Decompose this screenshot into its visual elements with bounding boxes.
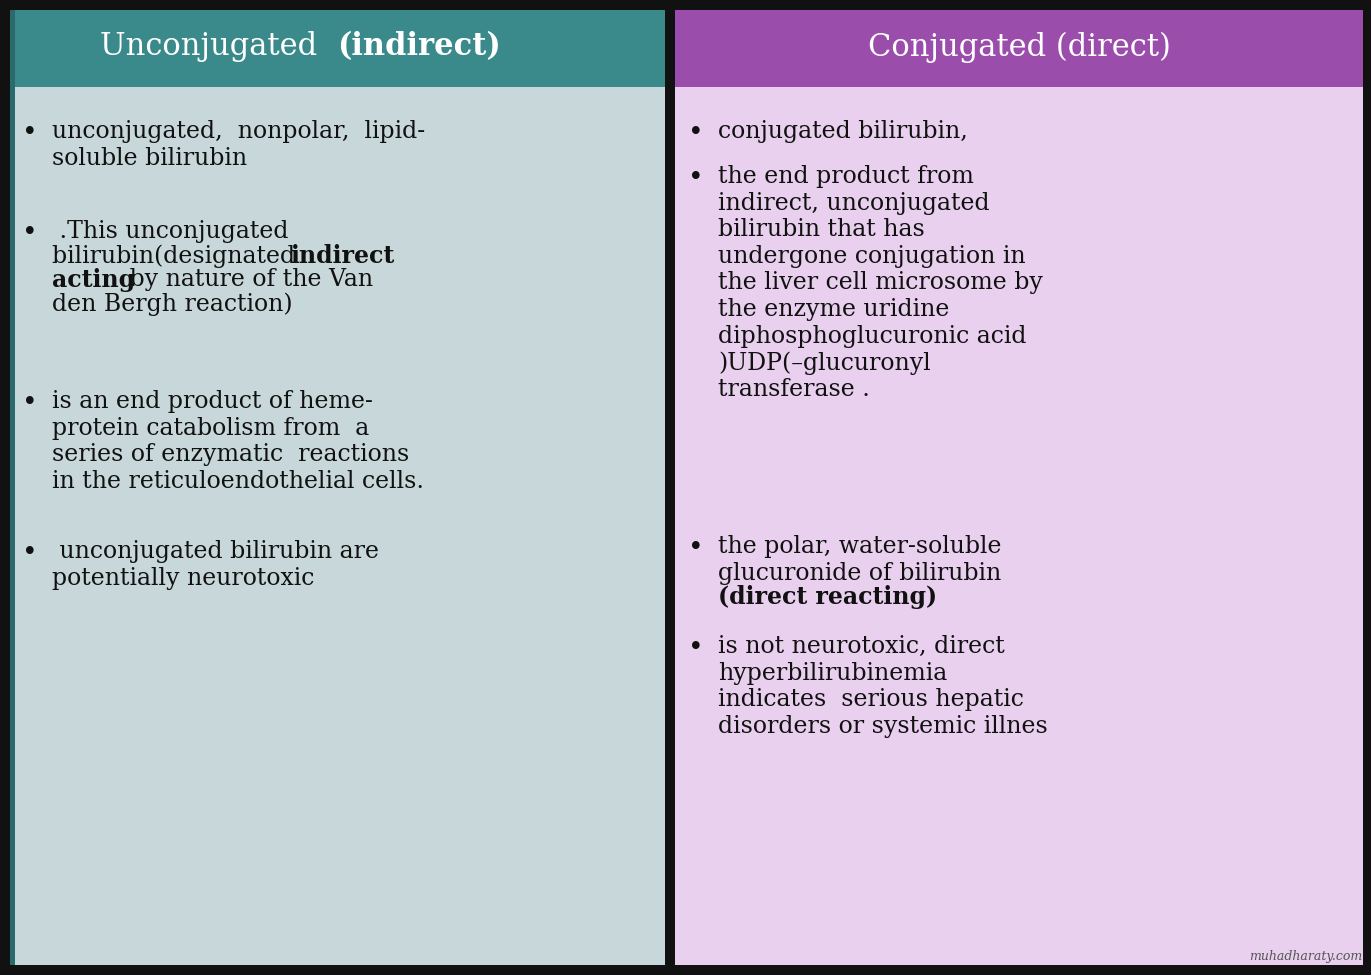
Text: Unconjugated: Unconjugated: [100, 31, 337, 62]
Text: (indirect): (indirect): [337, 31, 500, 62]
Text: •: •: [22, 390, 37, 415]
Text: •: •: [688, 120, 703, 145]
Text: .This unconjugated: .This unconjugated: [52, 220, 288, 243]
FancyBboxPatch shape: [10, 10, 665, 965]
Text: indirect: indirect: [291, 244, 395, 268]
Text: •: •: [22, 120, 37, 145]
Text: by nature of the Van: by nature of the Van: [122, 268, 373, 291]
Text: Conjugated (direct): Conjugated (direct): [868, 31, 1171, 62]
Text: unconjugated bilirubin are
potentially neurotoxic: unconjugated bilirubin are potentially n…: [52, 540, 378, 590]
Text: is an end product of heme-
protein catabolism from  a
series of enzymatic  react: is an end product of heme- protein catab…: [52, 390, 424, 492]
Text: •: •: [22, 540, 37, 565]
Text: acting: acting: [52, 268, 136, 292]
Text: •: •: [22, 220, 37, 245]
Text: the polar, water-soluble
glucuronide of bilirubin: the polar, water-soluble glucuronide of …: [718, 535, 1001, 585]
Text: bilirubin(designated: bilirubin(designated: [52, 244, 303, 267]
Text: is not neurotoxic, direct
hyperbilirubinemia
indicates  serious hepatic
disorder: is not neurotoxic, direct hyperbilirubin…: [718, 635, 1047, 738]
FancyBboxPatch shape: [675, 10, 1363, 87]
Text: den Bergh reaction): den Bergh reaction): [52, 292, 292, 316]
FancyBboxPatch shape: [675, 10, 1363, 965]
Text: unconjugated,  nonpolar,  lipid-
soluble bilirubin: unconjugated, nonpolar, lipid- soluble b…: [52, 120, 425, 170]
Text: •: •: [688, 535, 703, 560]
FancyBboxPatch shape: [10, 10, 15, 965]
Text: (direct reacting): (direct reacting): [718, 585, 938, 609]
Text: •: •: [688, 165, 703, 190]
Text: muhadharaty.com: muhadharaty.com: [1249, 950, 1361, 963]
Text: the end product from
indirect, unconjugated
bilirubin that has
undergone conjuga: the end product from indirect, unconjuga…: [718, 165, 1043, 402]
Text: conjugated bilirubin,: conjugated bilirubin,: [718, 120, 968, 143]
FancyBboxPatch shape: [5, 5, 1366, 970]
Text: •: •: [688, 635, 703, 660]
FancyBboxPatch shape: [10, 10, 665, 87]
